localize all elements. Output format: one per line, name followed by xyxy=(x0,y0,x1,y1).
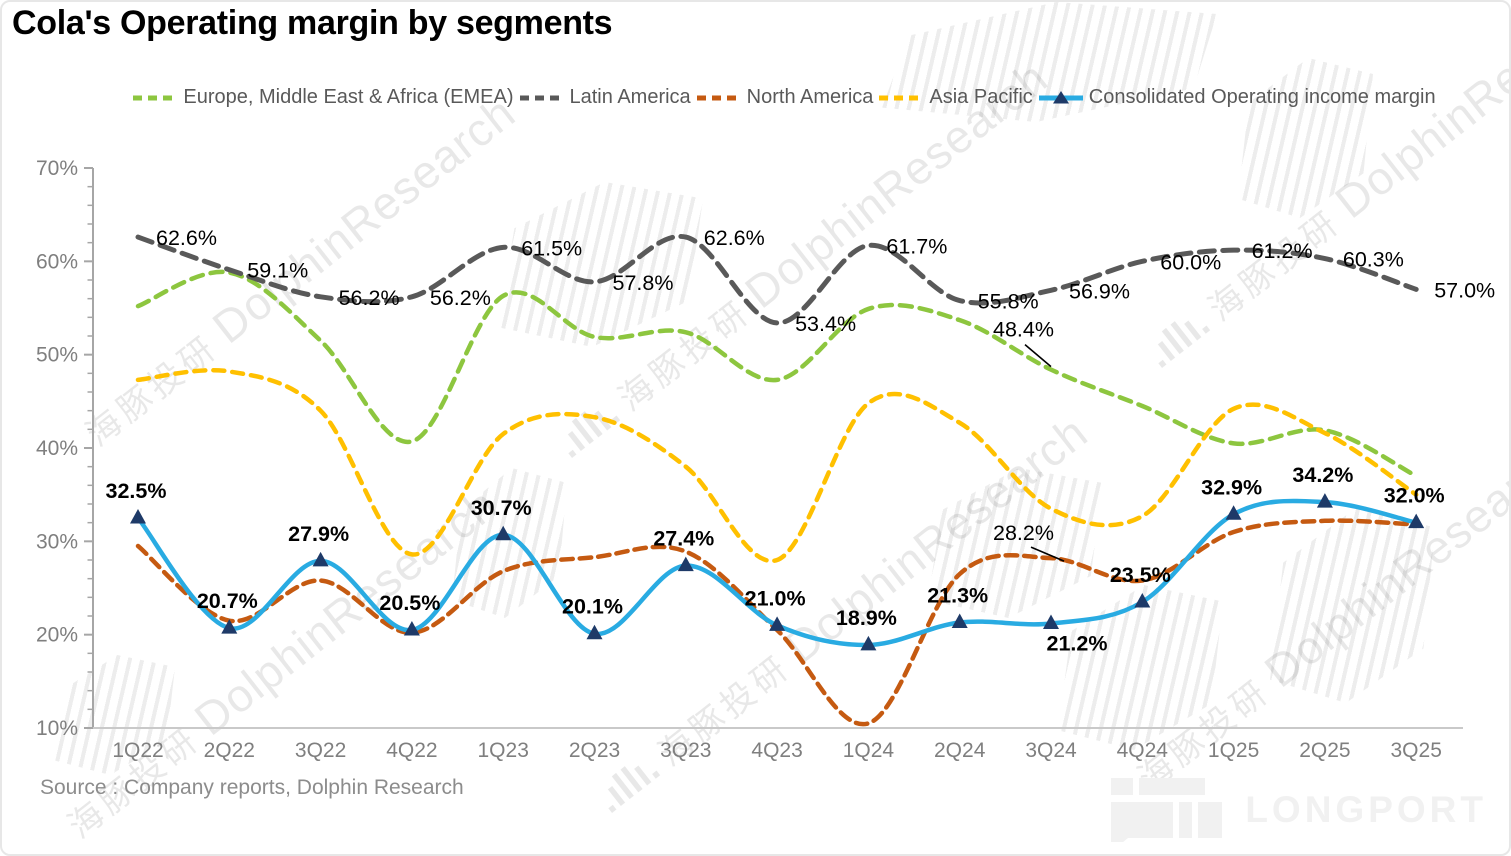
marker-triangle-consolidated xyxy=(860,635,877,651)
marker-triangle-consolidated xyxy=(1316,493,1333,508)
data-label-latin-america: 57.8% xyxy=(613,271,674,295)
data-label-latin-america: 61.2% xyxy=(1252,239,1313,263)
data-label-latin-america: 55.8% xyxy=(978,290,1039,314)
x-tick-label: 1Q24 xyxy=(843,739,895,762)
marker-triangle-consolidated xyxy=(1134,593,1151,608)
data-label-consolidated: 21.2% xyxy=(1047,631,1108,655)
data-label-latin-america: 62.6% xyxy=(704,226,765,250)
marker-triangle-consolidated xyxy=(1043,614,1059,629)
series-line-consolidated xyxy=(135,498,1419,648)
data-label-latin-america: 60.0% xyxy=(1160,250,1221,274)
x-tick-label: 1Q25 xyxy=(1208,739,1259,762)
series-line-emea xyxy=(135,269,1419,479)
data-label-latin-america: 57.0% xyxy=(1434,278,1495,302)
legend-label-consolidated: Consolidated Operating income margin xyxy=(1088,86,1436,108)
data-label-consolidated: 23.5% xyxy=(1110,563,1171,587)
legend-marker-north-america xyxy=(696,95,741,100)
y-tick-label: 30% xyxy=(36,530,78,553)
legend-item-asia-pacific: Asia Pacific xyxy=(877,86,1033,109)
data-label-consolidated: 32.0% xyxy=(1384,484,1445,508)
data-label-latin-america: 59.1% xyxy=(247,259,308,283)
y-tick-label: 60% xyxy=(36,250,78,273)
data-label-consolidated: 30.7% xyxy=(471,496,532,520)
y-tick-label: 20% xyxy=(36,624,78,647)
marker-triangle-consolidated xyxy=(403,621,420,636)
marker-triangle-consolidated xyxy=(677,556,694,572)
x-tick-label: 1Q22 xyxy=(112,739,163,762)
marker-triangle-consolidated xyxy=(586,624,603,640)
data-label-latin-america: 56.9% xyxy=(1069,279,1130,303)
legend-item-north-america: North America xyxy=(695,86,874,109)
annotation-label: 28.2% xyxy=(993,521,1054,545)
y-tick-label: 10% xyxy=(36,717,78,740)
x-tick-label: 3Q23 xyxy=(660,739,711,762)
x-tick-label: 3Q24 xyxy=(1025,739,1077,762)
legend-label-asia-pacific: Asia Pacific xyxy=(929,86,1033,108)
x-tick-label: 4Q23 xyxy=(751,739,802,762)
data-label-consolidated: 32.5% xyxy=(106,479,167,503)
x-tick-label: 3Q25 xyxy=(1391,739,1442,762)
marker-triangle-consolidated xyxy=(1225,505,1242,520)
marker-triangle-consolidated xyxy=(130,509,146,524)
annotation-leader xyxy=(1024,343,1052,368)
y-tick-label: 40% xyxy=(36,437,78,460)
legend-label-emea: Europe, Middle East & Africa (EMEA) xyxy=(183,86,514,108)
data-label-consolidated: 32.9% xyxy=(1201,475,1262,499)
longport-logo: LONGPORT xyxy=(1111,778,1487,842)
legend-item-consolidated: Consolidated Operating income margin xyxy=(1037,86,1436,109)
x-tick-label: 2Q24 xyxy=(934,739,986,762)
marker-triangle-consolidated xyxy=(1408,513,1425,529)
data-label-consolidated: 20.7% xyxy=(197,589,258,613)
legend-marker-latin-america xyxy=(519,95,564,100)
longport-logo-text: LONGPORT xyxy=(1245,789,1487,830)
marker-triangle-consolidated xyxy=(221,619,238,634)
annotation-label: 48.4% xyxy=(993,318,1054,342)
data-label-consolidated: 27.9% xyxy=(288,522,349,546)
marker-triangle-consolidated xyxy=(495,525,512,541)
marker-triangle-consolidated xyxy=(769,616,786,631)
series-line-latin-america xyxy=(135,234,1419,326)
data-label-latin-america: 56.2% xyxy=(430,286,491,310)
data-label-latin-america: 56.2% xyxy=(339,286,400,310)
source-note: Source : Company reports, Dolphin Resear… xyxy=(40,776,464,799)
data-label-latin-america: 53.4% xyxy=(795,312,856,336)
x-tick-label: 2Q23 xyxy=(569,739,620,762)
x-tick-label: 1Q23 xyxy=(478,739,529,762)
x-tick-label: 2Q22 xyxy=(204,739,255,762)
legend-item-latin-america: Latin America xyxy=(518,86,691,109)
data-label-latin-america: 62.6% xyxy=(156,226,217,250)
data-label-consolidated: 20.1% xyxy=(562,595,623,619)
x-tick-label: 2Q25 xyxy=(1299,739,1350,762)
longport-logo-icon xyxy=(1111,778,1223,842)
marker-triangle-consolidated xyxy=(312,551,329,567)
data-label-consolidated: 21.0% xyxy=(745,586,806,610)
legend-marker-emea xyxy=(133,95,178,100)
legend-label-latin-america: Latin America xyxy=(569,86,691,108)
marker-triangle-consolidated xyxy=(951,613,968,629)
data-label-consolidated: 27.4% xyxy=(653,527,714,551)
x-tick-label: 3Q22 xyxy=(295,739,346,762)
series-line-asia-pacific xyxy=(135,367,1419,564)
legend-marker-consolidated xyxy=(1038,90,1083,103)
data-label-latin-america: 61.5% xyxy=(521,236,582,260)
legend-label-north-america: North America xyxy=(746,86,874,108)
data-label-consolidated: 20.5% xyxy=(379,591,440,615)
x-tick-label: 4Q22 xyxy=(386,739,437,762)
data-label-latin-america: 61.7% xyxy=(886,234,947,258)
data-label-consolidated: 34.2% xyxy=(1292,463,1353,487)
data-label-consolidated: 18.9% xyxy=(836,606,897,630)
y-tick-label: 70% xyxy=(36,157,78,180)
data-label-latin-america: 60.3% xyxy=(1343,248,1404,272)
x-tick-label: 4Q24 xyxy=(1117,739,1169,762)
annotation-leader xyxy=(1030,546,1065,562)
chart-title: Cola's Operating margin by segments xyxy=(12,4,613,42)
legend-marker-asia-pacific xyxy=(879,95,924,100)
legend-item-emea: Europe, Middle East & Africa (EMEA) xyxy=(131,86,514,109)
data-label-consolidated: 21.3% xyxy=(927,584,988,608)
legend: Europe, Middle East & Africa (EMEA) Latin… xyxy=(0,86,1511,109)
y-tick-label: 50% xyxy=(36,344,78,367)
